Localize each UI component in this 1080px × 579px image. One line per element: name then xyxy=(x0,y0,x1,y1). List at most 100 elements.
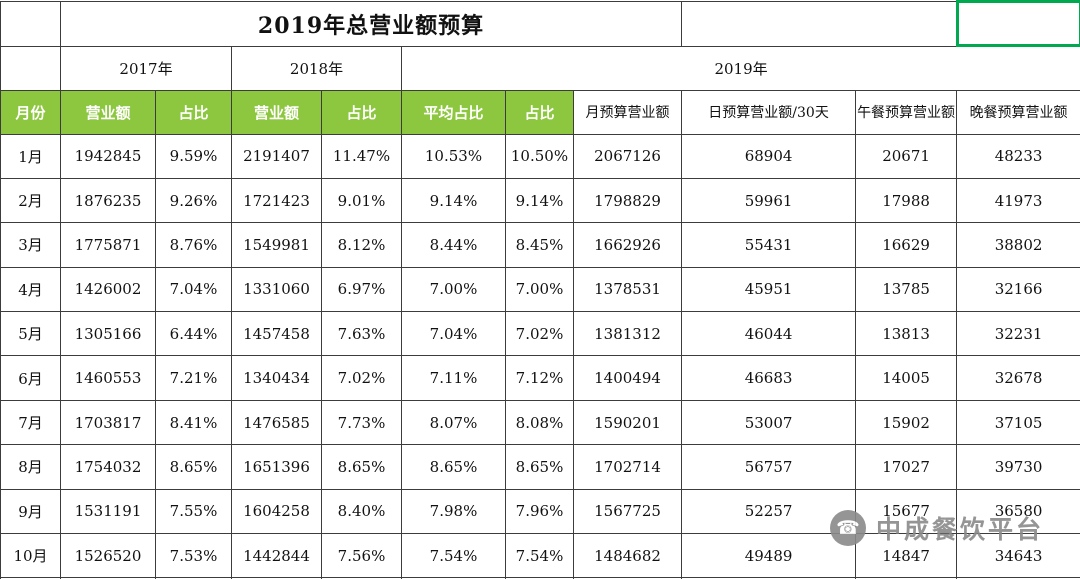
month-cell[interactable]: 6月 xyxy=(0,355,61,401)
col-header-2017-revenue[interactable]: 营业额 xyxy=(60,89,156,135)
value-cell[interactable]: 32231 xyxy=(956,311,1080,357)
value-cell[interactable]: 1426002 xyxy=(60,266,156,313)
value-cell[interactable]: 8.40% xyxy=(321,488,402,535)
month-cell[interactable]: 4月 xyxy=(0,266,61,313)
value-cell[interactable]: 8.45% xyxy=(505,222,574,268)
value-cell[interactable]: 7.56% xyxy=(321,533,402,579)
col-header-month[interactable]: 月份 xyxy=(0,89,61,135)
value-cell[interactable]: 13813 xyxy=(855,311,958,357)
value-cell[interactable]: 16629 xyxy=(855,222,958,268)
value-cell[interactable]: 1476585 xyxy=(231,399,322,446)
value-cell[interactable]: 1567725 xyxy=(572,488,683,535)
value-cell[interactable]: 59961 xyxy=(681,177,857,224)
year-header-2018[interactable]: 2018年 xyxy=(231,45,402,91)
month-cell[interactable]: 3月 xyxy=(0,222,61,268)
value-cell[interactable]: 32678 xyxy=(956,355,1080,401)
value-cell[interactable]: 1604258 xyxy=(231,488,322,535)
month-cell[interactable]: 7月 xyxy=(0,399,61,446)
value-cell[interactable]: 7.63% xyxy=(321,311,402,357)
value-cell[interactable]: 1942845 xyxy=(60,133,156,179)
value-cell[interactable]: 1400494 xyxy=(572,355,683,401)
corner-cell[interactable] xyxy=(0,0,61,47)
value-cell[interactable]: 55431 xyxy=(681,222,857,268)
value-cell[interactable]: 1549981 xyxy=(231,222,322,268)
value-cell[interactable]: 37105 xyxy=(956,399,1080,446)
value-cell[interactable]: 8.07% xyxy=(401,399,506,446)
value-cell[interactable]: 36580 xyxy=(956,488,1080,535)
selected-cell[interactable] xyxy=(955,0,1080,47)
col-header-day-budget[interactable]: 日预算营业额/30天 xyxy=(681,89,857,135)
value-cell[interactable]: 34643 xyxy=(956,533,1080,579)
value-cell[interactable]: 1442844 xyxy=(231,533,322,579)
month-cell[interactable]: 1月 xyxy=(0,133,61,179)
value-cell[interactable]: 1484682 xyxy=(572,533,683,579)
value-cell[interactable]: 7.02% xyxy=(505,311,574,357)
value-cell[interactable]: 7.73% xyxy=(321,399,402,446)
value-cell[interactable]: 1531191 xyxy=(60,488,156,535)
value-cell[interactable]: 6.97% xyxy=(321,266,402,313)
value-cell[interactable]: 8.65% xyxy=(401,444,506,490)
col-header-dinner-budget[interactable]: 晚餐预算营业额 xyxy=(956,89,1080,135)
value-cell[interactable]: 8.65% xyxy=(155,444,232,490)
value-cell[interactable]: 1876235 xyxy=(60,177,156,224)
col-header-2017-share[interactable]: 占比 xyxy=(155,89,232,135)
month-cell[interactable]: 2月 xyxy=(0,177,61,224)
value-cell[interactable]: 32166 xyxy=(956,266,1080,313)
value-cell[interactable]: 1460553 xyxy=(60,355,156,401)
value-cell[interactable]: 1798829 xyxy=(572,177,683,224)
value-cell[interactable]: 7.02% xyxy=(321,355,402,401)
value-cell[interactable]: 7.55% xyxy=(155,488,232,535)
value-cell[interactable]: 1526520 xyxy=(60,533,156,579)
value-cell[interactable]: 1457458 xyxy=(231,311,322,357)
value-cell[interactable]: 15902 xyxy=(855,399,958,446)
value-cell[interactable]: 1754032 xyxy=(60,444,156,490)
value-cell[interactable]: 68904 xyxy=(681,133,857,179)
year-header-2017[interactable]: 2017年 xyxy=(60,45,232,91)
month-cell[interactable]: 8月 xyxy=(0,444,61,490)
value-cell[interactable]: 1378531 xyxy=(572,266,683,313)
value-cell[interactable]: 9.26% xyxy=(155,177,232,224)
value-cell[interactable]: 7.04% xyxy=(155,266,232,313)
value-cell[interactable]: 8.76% xyxy=(155,222,232,268)
value-cell[interactable]: 9.14% xyxy=(505,177,574,224)
value-cell[interactable]: 8.08% xyxy=(505,399,574,446)
value-cell[interactable]: 20671 xyxy=(855,133,958,179)
value-cell[interactable]: 46044 xyxy=(681,311,857,357)
value-cell[interactable]: 2067126 xyxy=(572,133,683,179)
empty-cell[interactable] xyxy=(0,45,61,91)
value-cell[interactable]: 53007 xyxy=(681,399,857,446)
value-cell[interactable]: 17988 xyxy=(855,177,958,224)
value-cell[interactable]: 1381312 xyxy=(572,311,683,357)
value-cell[interactable]: 8.41% xyxy=(155,399,232,446)
value-cell[interactable]: 13785 xyxy=(855,266,958,313)
value-cell[interactable]: 8.65% xyxy=(321,444,402,490)
value-cell[interactable]: 39730 xyxy=(956,444,1080,490)
value-cell[interactable]: 1590201 xyxy=(572,399,683,446)
value-cell[interactable]: 1721423 xyxy=(231,177,322,224)
value-cell[interactable]: 7.00% xyxy=(505,266,574,313)
value-cell[interactable]: 46683 xyxy=(681,355,857,401)
value-cell[interactable]: 10.50% xyxy=(505,133,574,179)
value-cell[interactable]: 52257 xyxy=(681,488,857,535)
value-cell[interactable]: 1703817 xyxy=(60,399,156,446)
col-header-share[interactable]: 占比 xyxy=(505,89,574,135)
col-header-month-budget[interactable]: 月预算营业额 xyxy=(572,89,683,135)
col-header-avg-share[interactable]: 平均占比 xyxy=(401,89,506,135)
value-cell[interactable]: 11.47% xyxy=(321,133,402,179)
value-cell[interactable]: 7.53% xyxy=(155,533,232,579)
value-cell[interactable]: 9.59% xyxy=(155,133,232,179)
value-cell[interactable]: 7.12% xyxy=(505,355,574,401)
value-cell[interactable]: 6.44% xyxy=(155,311,232,357)
value-cell[interactable]: 1340434 xyxy=(231,355,322,401)
value-cell[interactable]: 1331060 xyxy=(231,266,322,313)
value-cell[interactable]: 15677 xyxy=(855,488,958,535)
value-cell[interactable]: 8.65% xyxy=(505,444,574,490)
value-cell[interactable]: 17027 xyxy=(855,444,958,490)
empty-cell[interactable] xyxy=(572,577,683,579)
empty-cell[interactable] xyxy=(681,0,958,47)
value-cell[interactable]: 1775871 xyxy=(60,222,156,268)
value-cell[interactable]: 41973 xyxy=(956,177,1080,224)
col-header-lunch-budget[interactable]: 午餐预算营业额 xyxy=(855,89,958,135)
value-cell[interactable]: 1662926 xyxy=(572,222,683,268)
value-cell[interactable]: 10.53% xyxy=(401,133,506,179)
